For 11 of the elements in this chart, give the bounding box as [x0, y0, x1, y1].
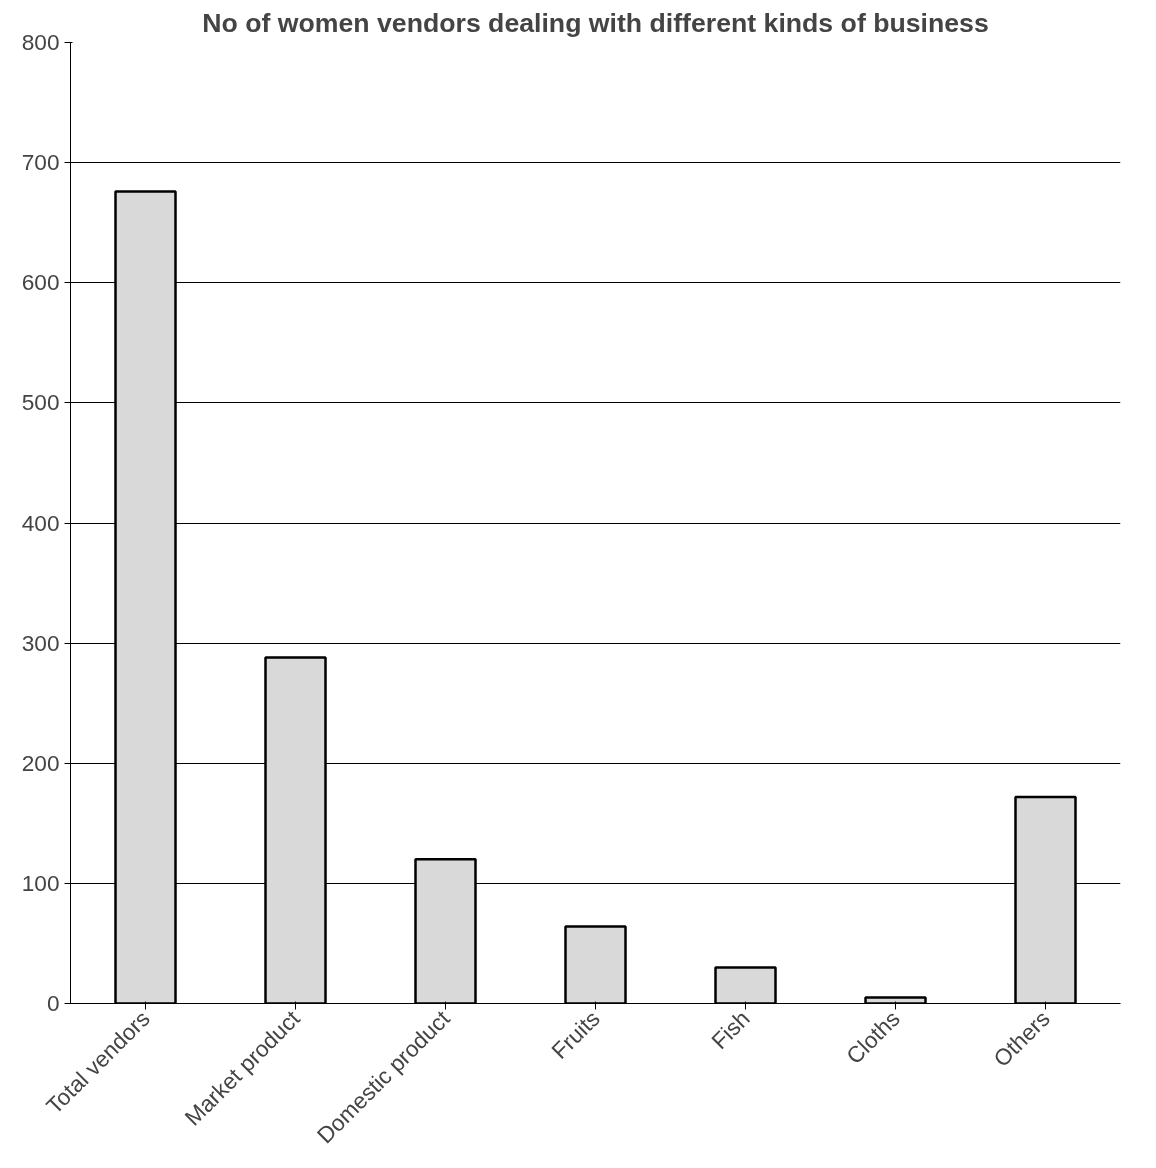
y-tick-label: 0 [46, 990, 60, 1016]
y-tick-label: 800 [21, 29, 60, 55]
y-tick-label: 100 [21, 869, 60, 896]
y-tick-label: 300 [21, 629, 60, 656]
y-tick-label: 500 [21, 389, 60, 416]
chart-title: No of women vendors dealing with different kinds of business [202, 7, 989, 38]
y-tick-label: 700 [21, 149, 60, 176]
y-tick-label: 600 [21, 269, 60, 296]
y-tick-label: 400 [21, 509, 60, 536]
x-tick-label: Fish [706, 1005, 755, 1054]
y-tick-label: 200 [21, 749, 60, 776]
